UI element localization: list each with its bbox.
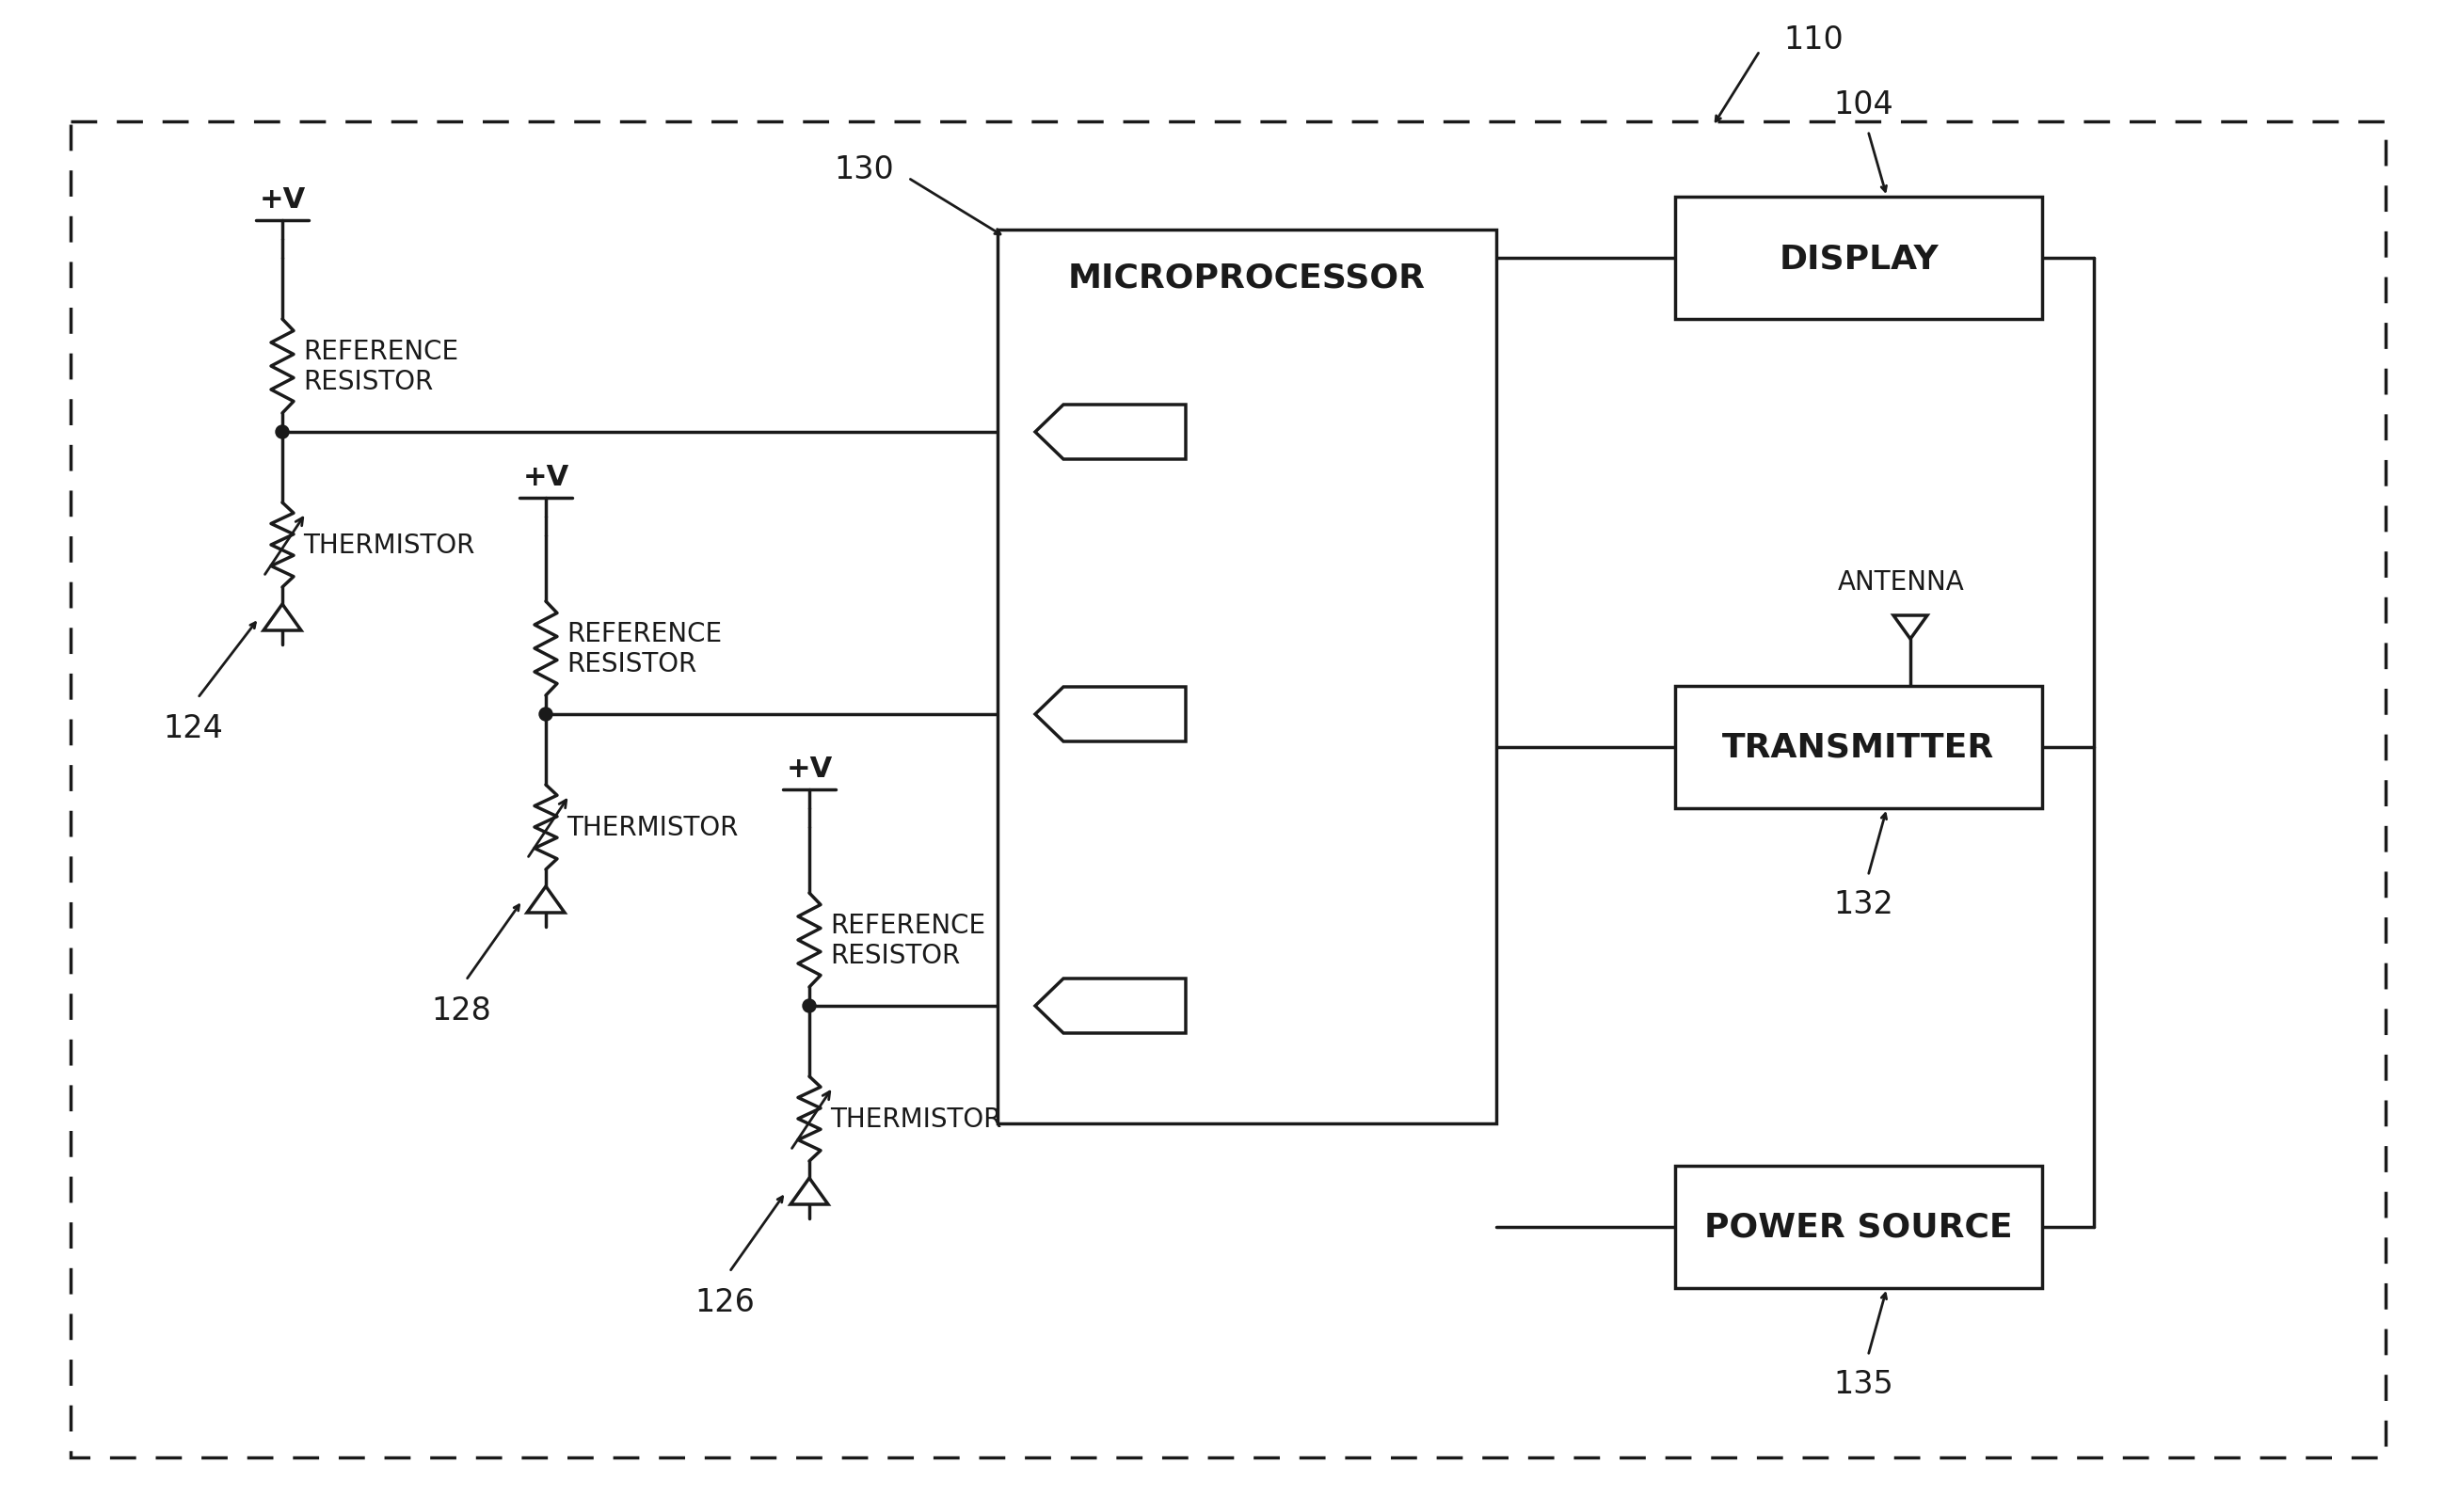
Text: 128: 128 (430, 995, 492, 1025)
Polygon shape (1035, 405, 1185, 460)
Text: TRANSMITTER: TRANSMITTER (1721, 732, 1994, 764)
Polygon shape (526, 886, 566, 913)
Text: 132: 132 (1834, 889, 1893, 919)
Text: +V: +V (258, 186, 305, 213)
Bar (1675, 1166, 2041, 1288)
Text: 130: 130 (834, 154, 895, 184)
Text: +V: +V (787, 754, 834, 782)
Text: ADC: ADC (1092, 702, 1158, 729)
Text: 135: 135 (1834, 1368, 1893, 1399)
Text: ADC: ADC (1092, 419, 1158, 446)
Text: REFERENCE: REFERENCE (831, 912, 986, 939)
Circle shape (275, 426, 288, 438)
Text: THERMISTOR: THERMISTOR (831, 1105, 1001, 1132)
Text: ANTENNA: ANTENNA (1837, 569, 1965, 596)
Text: THERMISTOR: THERMISTOR (302, 532, 475, 558)
Text: POWER SOURCE: POWER SOURCE (1704, 1211, 2014, 1243)
Text: 124: 124 (162, 712, 224, 744)
Polygon shape (789, 1178, 829, 1205)
Text: ADC: ADC (1092, 992, 1158, 1019)
Circle shape (539, 708, 553, 721)
Polygon shape (263, 605, 300, 631)
Text: REFERENCE: REFERENCE (302, 339, 457, 364)
Text: 126: 126 (693, 1287, 755, 1317)
Text: REFERENCE: REFERENCE (566, 620, 723, 647)
Text: RESISTOR: RESISTOR (566, 650, 696, 677)
Text: 110: 110 (1783, 24, 1844, 54)
Text: RESISTOR: RESISTOR (302, 369, 433, 395)
Circle shape (802, 999, 816, 1013)
Text: 104: 104 (1834, 89, 1893, 121)
Text: DISPLAY: DISPLAY (1778, 242, 1938, 275)
Text: MICROPROCESSOR: MICROPROCESSOR (1067, 262, 1426, 293)
Text: THERMISTOR: THERMISTOR (566, 815, 738, 841)
Bar (1675, 198, 2041, 319)
Bar (71, 122, 2385, 1458)
Text: +V: +V (524, 464, 568, 491)
Polygon shape (1035, 688, 1185, 742)
Text: RESISTOR: RESISTOR (831, 942, 959, 969)
Polygon shape (1893, 615, 1928, 640)
Polygon shape (1035, 978, 1185, 1033)
Bar (1675, 686, 2041, 809)
Bar (998, 230, 1495, 1123)
